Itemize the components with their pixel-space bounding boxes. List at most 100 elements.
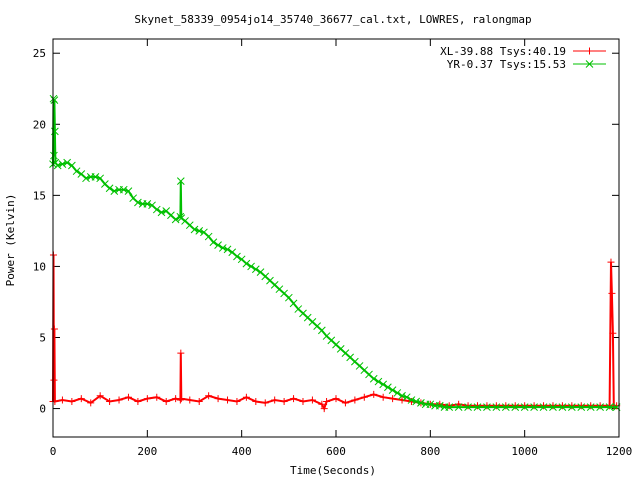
data-point <box>398 391 406 400</box>
data-point <box>177 214 186 222</box>
data-point <box>308 396 316 404</box>
x-tick-label: 1200 <box>606 445 633 458</box>
data-point <box>521 402 529 410</box>
data-point <box>242 393 250 401</box>
data-point <box>374 377 383 386</box>
data-point <box>50 376 58 384</box>
data-point <box>233 397 241 405</box>
data-point <box>134 397 142 405</box>
data-point <box>143 200 152 208</box>
x-axis-label: Time(Seconds) <box>290 464 376 477</box>
data-point <box>91 173 100 181</box>
y-tick-label: 25 <box>33 47 46 60</box>
data-point <box>596 403 604 412</box>
data-point <box>609 329 617 337</box>
y-tick-label: 20 <box>33 118 46 131</box>
data-point <box>577 402 585 410</box>
data-point <box>530 402 538 410</box>
x-tick-label: 1000 <box>511 445 538 458</box>
data-point <box>110 187 119 195</box>
data-point <box>195 227 204 235</box>
y-axis-label: Power (Kelvin) <box>4 194 17 287</box>
x-tick-label: 0 <box>50 445 57 458</box>
data-point <box>501 403 510 412</box>
data-point <box>502 402 510 410</box>
x-tick-label: 400 <box>232 445 252 458</box>
data-point <box>115 396 123 404</box>
data-point <box>577 403 586 412</box>
data-point <box>152 205 161 214</box>
data-point <box>389 395 397 403</box>
series-xl <box>49 251 621 413</box>
data-point <box>58 160 67 168</box>
data-point <box>50 151 58 160</box>
data-point <box>567 403 576 412</box>
data-point <box>280 397 288 405</box>
data-point <box>177 349 185 357</box>
data-point <box>176 396 184 404</box>
data-point <box>153 393 161 401</box>
data-point <box>402 393 411 402</box>
series-line <box>52 98 617 409</box>
data-point <box>157 208 166 217</box>
data-point <box>379 380 388 389</box>
data-point <box>50 96 59 104</box>
data-point <box>379 393 387 401</box>
data-point <box>351 396 359 404</box>
data-point <box>341 399 349 407</box>
data-point <box>464 403 472 412</box>
data-point <box>271 396 279 404</box>
data-point <box>82 174 90 183</box>
data-point <box>106 397 114 405</box>
legend-label: YR-0.37 Tsys:15.53 <box>447 58 566 71</box>
data-point <box>323 397 331 405</box>
data-point <box>233 252 241 261</box>
data-point <box>332 395 340 403</box>
data-point <box>549 403 557 412</box>
data-point <box>205 392 213 400</box>
data-point <box>320 405 328 413</box>
data-point <box>492 403 501 412</box>
data-point <box>204 232 213 241</box>
chart-title: Skynet_58339_0954jo14_35740_36677_cal.tx… <box>134 13 531 26</box>
data-point <box>119 185 128 194</box>
data-point <box>586 47 593 55</box>
data-point <box>58 396 66 404</box>
data-point <box>223 245 232 254</box>
data-point <box>317 326 326 335</box>
data-point <box>124 187 133 195</box>
data-point <box>549 402 557 410</box>
data-point <box>587 402 595 410</box>
y-tick-label: 10 <box>33 260 46 273</box>
series-layer <box>49 94 621 413</box>
data-point <box>68 161 76 170</box>
data-point <box>558 403 567 412</box>
data-point <box>289 299 298 308</box>
data-point <box>195 397 203 405</box>
data-point <box>50 325 58 333</box>
data-point <box>72 167 81 176</box>
data-point <box>511 403 520 412</box>
data-point <box>261 399 269 407</box>
data-point <box>558 402 566 410</box>
data-point <box>134 198 142 207</box>
data-point <box>218 244 227 252</box>
data-point <box>605 403 614 412</box>
data-point <box>388 386 397 394</box>
data-point <box>445 403 454 412</box>
data-point <box>105 184 114 193</box>
data-point <box>370 390 378 398</box>
data-point <box>412 397 421 406</box>
data-point <box>540 402 548 410</box>
data-point <box>299 397 307 405</box>
data-point <box>417 399 425 407</box>
data-point <box>209 238 218 247</box>
data-point <box>251 265 260 274</box>
y-tick-label: 15 <box>33 189 46 202</box>
x-axis-ticks: 0 200 400 600 800 1000 1200 <box>50 39 633 458</box>
data-point <box>511 402 519 410</box>
data-point <box>492 402 500 410</box>
